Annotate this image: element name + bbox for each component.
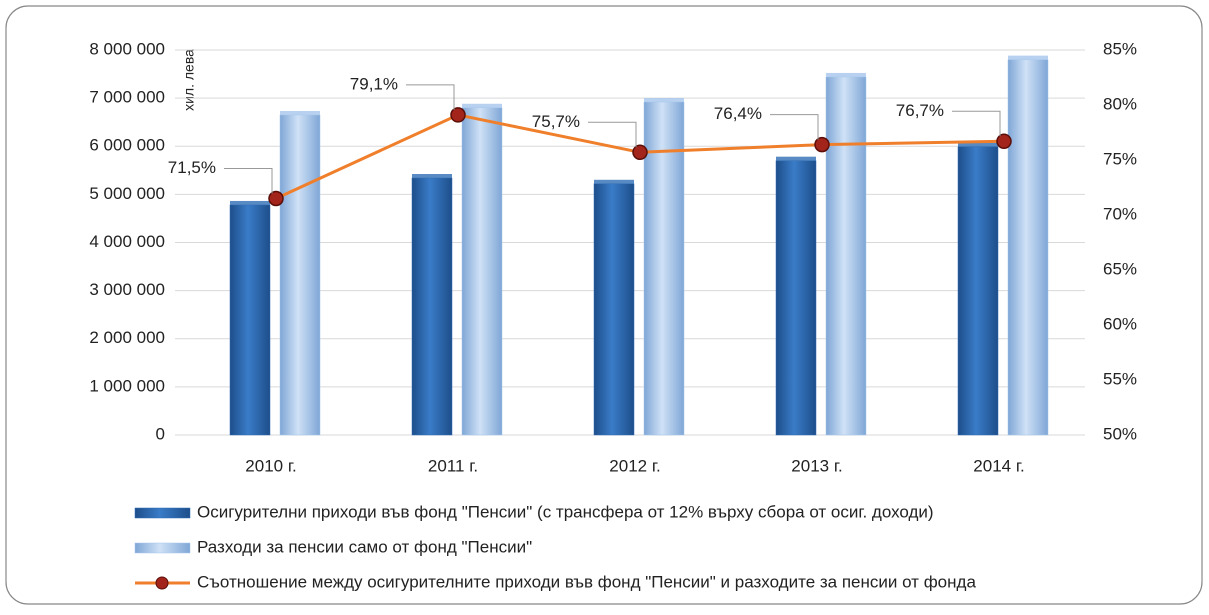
y-axis-label: хил. лева bbox=[181, 49, 197, 111]
bar-top bbox=[462, 103, 502, 108]
legend-marker bbox=[155, 576, 169, 590]
bar-top bbox=[412, 174, 452, 179]
y2-tick-label: 50% bbox=[1103, 424, 1137, 443]
bar bbox=[957, 146, 999, 436]
y-tick-label: 6 000 000 bbox=[89, 136, 165, 155]
bar-top bbox=[644, 97, 684, 102]
bar-top bbox=[776, 156, 816, 161]
bar-top bbox=[826, 72, 866, 77]
x-tick-label: 2014 г. bbox=[973, 456, 1024, 475]
y-tick-label: 7 000 000 bbox=[89, 88, 165, 107]
legend-label: Разходи за пенсии само от фонд "Пенсии" bbox=[197, 537, 532, 556]
x-tick-label: 2013 г. bbox=[791, 456, 842, 475]
leader-line bbox=[770, 114, 819, 140]
legend-label: Съотношение между осигурителните приходи… bbox=[197, 572, 976, 591]
y-tick-label: 8 000 000 bbox=[89, 39, 165, 58]
y-tick-label: 5 000 000 bbox=[89, 184, 165, 203]
marker bbox=[996, 133, 1012, 150]
y-tick-label: 2 000 000 bbox=[89, 328, 165, 347]
y-tick-label: 0 bbox=[156, 424, 165, 443]
data-label: 79,1% bbox=[350, 74, 398, 93]
y2-tick-label: 75% bbox=[1103, 149, 1137, 168]
legend-swatch bbox=[134, 507, 191, 519]
y2-tick-label: 85% bbox=[1103, 39, 1137, 58]
y-tick-label: 4 000 000 bbox=[89, 232, 165, 251]
x-tick-label: 2010 г. bbox=[245, 456, 296, 475]
marker bbox=[632, 144, 648, 161]
leader-line bbox=[588, 121, 637, 148]
y2-tick-label: 60% bbox=[1103, 314, 1137, 333]
leader-line bbox=[224, 168, 273, 194]
marker bbox=[268, 190, 284, 207]
bar-top bbox=[594, 179, 634, 184]
y2-tick-label: 65% bbox=[1103, 259, 1137, 278]
marker bbox=[450, 107, 466, 123]
bar-top bbox=[230, 200, 270, 205]
marker bbox=[814, 136, 830, 153]
leader-line bbox=[406, 84, 455, 110]
data-label: 71,5% bbox=[168, 158, 216, 177]
bar-top bbox=[958, 142, 998, 147]
data-label: 75,7% bbox=[532, 112, 580, 131]
y-tick-label: 1 000 000 bbox=[89, 376, 165, 395]
y2-tick-label: 70% bbox=[1103, 204, 1137, 223]
y-tick-label: 3 000 000 bbox=[89, 280, 165, 299]
data-label: 76,7% bbox=[896, 101, 944, 120]
legend-label: Осигурителни приходи във фонд "Пенсии" (… bbox=[197, 502, 934, 521]
bar bbox=[593, 183, 635, 436]
bar bbox=[411, 177, 453, 436]
bar bbox=[825, 76, 867, 436]
bar-top bbox=[280, 110, 320, 115]
y2-tick-label: 80% bbox=[1103, 94, 1137, 113]
data-label: 76,4% bbox=[714, 104, 762, 123]
legend-swatch bbox=[134, 542, 191, 554]
x-tick-label: 2012 г. bbox=[609, 456, 660, 475]
bar bbox=[229, 204, 271, 436]
bar-top bbox=[1008, 55, 1048, 60]
x-tick-label: 2011 г. bbox=[428, 456, 478, 475]
bar bbox=[643, 101, 685, 436]
bar bbox=[461, 107, 503, 436]
y2-tick-label: 55% bbox=[1103, 369, 1137, 388]
bar bbox=[1007, 59, 1049, 436]
leader-line bbox=[952, 110, 1001, 137]
bar bbox=[279, 114, 321, 436]
bar bbox=[775, 160, 817, 436]
